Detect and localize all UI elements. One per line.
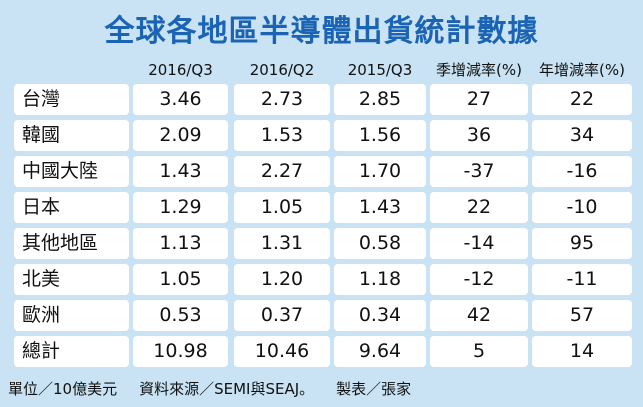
table-cell: 36 [430, 120, 528, 151]
footer: 單位／10億美元 資料來源／SEMI與SEAJ。 製表／張家 [8, 378, 433, 399]
title: 全球各地區半導體出貨統計數據 [104, 14, 539, 49]
row-label: 歐洲 [14, 300, 129, 331]
table-cell: 5 [430, 336, 528, 367]
table-cell: -11 [532, 264, 632, 295]
table-cell: 0.53 [133, 300, 228, 331]
table-cell: -10 [532, 192, 632, 223]
table-cell: 0.34 [334, 300, 426, 331]
table-cell: 1.29 [133, 192, 228, 223]
table-cell: 1.05 [133, 264, 228, 295]
column-header: 2015/Q3 [347, 61, 413, 79]
table-cell: 2.09 [133, 120, 228, 151]
table-cell: 10.98 [133, 336, 228, 367]
row-label: 日本 [14, 192, 129, 223]
table-cell: 42 [430, 300, 528, 331]
table-cell: 1.53 [234, 120, 330, 151]
table-cell: 1.18 [334, 264, 426, 295]
column-header: 2016/Q2 [249, 61, 315, 79]
table-cell: 22 [430, 192, 528, 223]
column-header: 季增減率(%) [436, 61, 522, 79]
table-cell: -14 [430, 228, 528, 259]
table-cell: 10.46 [234, 336, 330, 367]
row-label: 韓國 [14, 120, 129, 151]
table-cell: 0.58 [334, 228, 426, 259]
footer-note: 資料來源／SEMI與SEAJ。 [139, 380, 315, 398]
column-header: 年增減率(%) [539, 61, 625, 79]
row-label: 總計 [14, 336, 129, 367]
table-cell: 1.20 [234, 264, 330, 295]
table-cell: 1.05 [234, 192, 330, 223]
table-cell: 2.73 [234, 84, 330, 115]
row-label: 中國大陸 [14, 156, 129, 187]
table-cell: 0.37 [234, 300, 330, 331]
table-cell: 1.13 [133, 228, 228, 259]
table-cell: 34 [532, 120, 632, 151]
table-cell: 27 [430, 84, 528, 115]
footer-note: 製表／張家 [336, 380, 412, 398]
table-cell: 1.70 [334, 156, 426, 187]
table-cell: -12 [430, 264, 528, 295]
column-header: 2016/Q3 [148, 61, 213, 79]
row-label: 台灣 [14, 84, 129, 115]
table-cell: 1.43 [334, 192, 426, 223]
table-cell: 2.85 [334, 84, 426, 115]
table-cell: 57 [532, 300, 632, 331]
table-cell: -37 [430, 156, 528, 187]
table-cell: 1.43 [133, 156, 228, 187]
table-cell: 22 [532, 84, 632, 115]
row-label: 其他地區 [14, 228, 129, 259]
table-cell: -16 [532, 156, 632, 187]
table-cell: 9.64 [334, 336, 426, 367]
table-cell: 3.46 [133, 84, 228, 115]
table-cell: 95 [532, 228, 632, 259]
table-cell: 1.31 [234, 228, 330, 259]
table-cell: 14 [532, 336, 632, 367]
footer-note: 單位／10億美元 [8, 380, 118, 398]
table-cell: 1.56 [334, 120, 426, 151]
row-label: 北美 [14, 264, 129, 295]
table-cell: 2.27 [234, 156, 330, 187]
